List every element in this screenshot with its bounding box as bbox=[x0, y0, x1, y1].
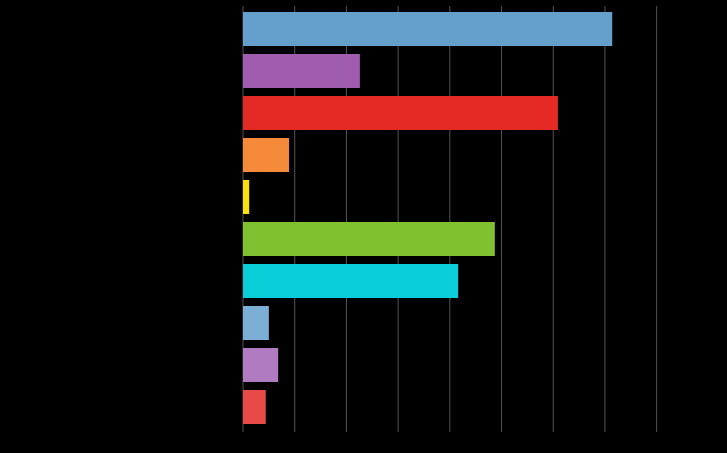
x-tick-label: 0 bbox=[240, 436, 246, 448]
x-tick-label: 2 bbox=[343, 436, 349, 448]
bar bbox=[243, 348, 279, 382]
bar bbox=[243, 180, 250, 214]
x-tick-label: 7 bbox=[602, 436, 608, 448]
bar bbox=[243, 306, 269, 340]
bar bbox=[243, 96, 558, 130]
x-tick-label: 5 bbox=[498, 436, 504, 448]
x-tick-label: 4 bbox=[447, 436, 453, 448]
x-tick-label: 1 bbox=[292, 436, 298, 448]
bar bbox=[243, 390, 266, 424]
bar bbox=[243, 54, 360, 88]
bar bbox=[243, 222, 495, 256]
x-tick-label: 8 bbox=[654, 436, 660, 448]
bar bbox=[243, 264, 459, 298]
bar bbox=[243, 138, 290, 172]
x-tick-label: 3 bbox=[395, 436, 401, 448]
x-tick-label: 6 bbox=[550, 436, 556, 448]
bar bbox=[243, 12, 613, 46]
